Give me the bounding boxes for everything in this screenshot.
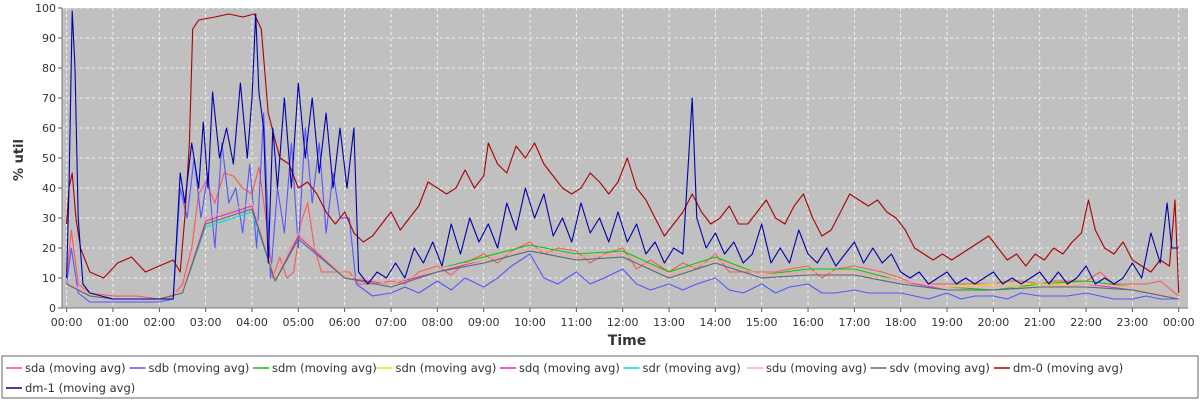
x-tick-label: 02:00: [143, 316, 175, 329]
legend-label-sdr: sdr (moving avg): [643, 361, 741, 375]
legend-box: [1, 355, 1199, 399]
x-tick-label: 19:00: [931, 316, 963, 329]
x-tick-label: 15:00: [746, 316, 778, 329]
y-tick-label: 40: [42, 182, 56, 195]
legend-label-sdv: sdv (moving avg): [890, 361, 990, 375]
y-tick-label: 30: [42, 212, 56, 225]
legend-label-sdq: sdq (moving avg): [519, 361, 620, 375]
x-tick-label: 13:00: [653, 316, 685, 329]
y-tick-label: 80: [42, 62, 56, 75]
series-lines: [66, 10, 1180, 303]
y-tick-label: 90: [42, 32, 56, 45]
x-tick-label: 16:00: [792, 316, 824, 329]
legend-label-sda: sda (moving avg): [25, 361, 126, 375]
axes: 0 10 20 30 40 50 60 70 80 90 100 00:00 01:00 02:00 03:…: [35, 2, 1195, 329]
x-tick-label: 23:00: [1117, 316, 1149, 329]
x-tick-label: 04:00: [236, 316, 268, 329]
x-tick-label: 12:00: [607, 316, 639, 329]
y-axis-label: % util: [12, 139, 27, 181]
x-tick-label: 10:00: [514, 316, 546, 329]
series-line-sdv: [66, 208, 1179, 300]
x-tick-label: 06:00: [329, 316, 361, 329]
y-tick-label: 10: [42, 272, 56, 285]
y-tick-label: 20: [42, 242, 56, 255]
x-tick-label: 08:00: [421, 316, 453, 329]
x-tick-label: 18:00: [885, 316, 917, 329]
x-tick-label: 07:00: [375, 316, 407, 329]
x-tick-label: 17:00: [839, 316, 871, 329]
x-tick-label: 11:00: [560, 316, 592, 329]
series-line-dm-0: [66, 13, 1180, 294]
legend-label-sdu: sdu (moving avg): [766, 361, 867, 375]
x-tick-label: 03:00: [190, 316, 222, 329]
legend-label-dm-1: dm-1 (moving avg): [25, 381, 135, 395]
legend-label-sdb: sdb (moving avg): [149, 361, 250, 375]
y-tick-label: 100: [35, 2, 56, 15]
x-tick-label: 21:00: [1024, 316, 1056, 329]
series-line-dm-1: [66, 10, 1179, 300]
legend-label-sdn: sdn (moving avg): [396, 361, 497, 375]
series-line-sda: [66, 166, 1180, 300]
x-tick-label: 20:00: [978, 316, 1010, 329]
y-tick-label: 70: [42, 92, 56, 105]
x-tick-label: 01:00: [97, 316, 129, 329]
y-tick-label: 0: [49, 302, 56, 315]
x-tick-label: 00:00: [1163, 316, 1195, 329]
gridlines: [62, 7, 1188, 309]
series-line-sdu: [66, 202, 1179, 300]
series-line-sdb: [66, 112, 1179, 303]
x-tick-label: 09:00: [468, 316, 500, 329]
legend-label-sdm: sdm (moving avg): [272, 361, 377, 375]
y-tick-label: 60: [42, 122, 56, 135]
x-axis-label: Time: [608, 333, 646, 349]
y-tick-label: 50: [42, 152, 56, 165]
x-tick-label: 14:00: [700, 316, 732, 329]
legend: sda (moving avg) sdb (moving avg) sdm (mov…: [6, 361, 1123, 395]
legend-label-dm-0: dm-0 (moving avg): [1013, 361, 1123, 375]
x-tick-label: 00:00: [51, 316, 83, 329]
x-tick-label: 22:00: [1070, 316, 1102, 329]
x-tick-label: 05:00: [282, 316, 314, 329]
